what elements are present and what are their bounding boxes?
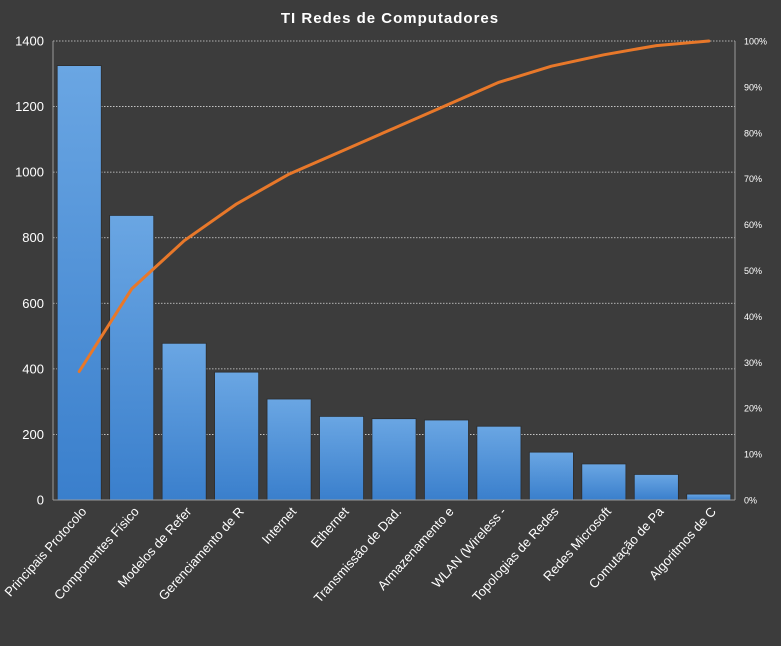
bar	[581, 463, 627, 501]
y-right-tick-label: 60%	[744, 220, 762, 230]
y-left-tick-label: 0	[37, 493, 44, 508]
bar	[528, 451, 574, 501]
y-left-tick-label: 400	[22, 361, 44, 376]
bar	[56, 65, 102, 501]
bar	[633, 474, 679, 501]
y-right-tick-label: 10%	[744, 450, 762, 460]
y-right-tick-label: 40%	[744, 312, 762, 322]
axes	[52, 41, 736, 501]
y-right-tick-label: 70%	[744, 174, 762, 184]
y-right-tick-label: 50%	[744, 266, 762, 276]
y-right-tick-label: 30%	[744, 358, 762, 368]
y-right-tick-label: 80%	[744, 128, 762, 138]
x-tick-label: Ethernet	[308, 504, 352, 551]
y-left-ticks: 0 200 400 600 800 1000 1200 1400	[15, 34, 44, 508]
y-right-tick-label: 90%	[744, 82, 762, 92]
y-right-tick-label: 0%	[744, 496, 757, 506]
bar	[109, 215, 155, 501]
y-left-tick-label: 600	[22, 296, 44, 311]
bar	[214, 371, 260, 501]
bar	[686, 493, 732, 501]
y-left-tick-label: 800	[22, 230, 44, 245]
chart-title: TI Redes de Computadores	[281, 10, 499, 27]
y-left-tick-label: 1400	[15, 34, 44, 49]
cumulative-line	[77, 39, 711, 373]
y-right-tick-label: 20%	[744, 404, 762, 414]
y-right-ticks: 0% 10% 20% 30% 40% 50% 60% 70% 80% 90% 100%	[744, 37, 767, 506]
y-left-tick-label: 1000	[15, 165, 44, 180]
x-tick-label: Internet	[259, 504, 300, 547]
bar	[266, 398, 312, 501]
y-left-tick-label: 200	[22, 427, 44, 442]
bars	[56, 65, 732, 501]
x-tick-label: Topologias de Redes	[469, 504, 562, 605]
bar	[161, 342, 207, 501]
x-tick-label: Transmissão de Dad.	[311, 504, 405, 606]
bar	[424, 419, 469, 501]
bar	[476, 425, 522, 501]
y-right-tick-label: 100%	[744, 37, 767, 47]
y-left-tick-label: 1200	[15, 99, 44, 114]
bar	[319, 415, 364, 501]
bar	[371, 418, 417, 501]
cumulative-line	[77, 39, 711, 373]
